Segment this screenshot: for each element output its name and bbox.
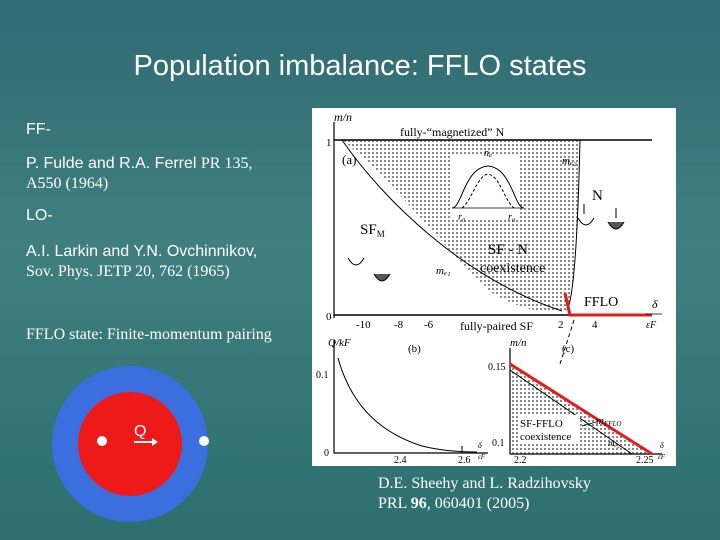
ff-journal-1: PR 135,	[200, 155, 253, 172]
lo-authors: A.I. Larkin and Y.N. Ovchinnikov,	[26, 243, 258, 260]
coexistence-label-1: SF - N	[488, 242, 528, 258]
coexistence-label-2: coexistence	[480, 261, 545, 276]
mfflo-label: mFFLO	[596, 415, 621, 428]
panel-a-xtick-1: -10	[356, 319, 371, 331]
panel-b-label: (b)	[408, 343, 421, 355]
citation: D.E. Sheehy and L. Radzihovsky PRL 96, 0…	[378, 474, 591, 514]
panel-c-xtick-2: 2.25	[636, 455, 654, 466]
panel-a-label: (a)	[342, 152, 356, 167]
citation-volume: 96	[410, 495, 427, 512]
panel-c-label: (c)	[562, 343, 575, 355]
band-sketch-n-2	[607, 221, 625, 230]
fflo-label: FFLO	[584, 295, 618, 310]
fermi-surface-diagram: Q	[52, 366, 209, 522]
mc2-label-c: mₑ₂	[608, 438, 620, 448]
inset-r0-right: r₀	[508, 212, 516, 223]
phase-diagram-figure: m/n 1 0 (a) fully-“magnetized” N mₑ₂ mₑ₁…	[312, 108, 676, 466]
band-sketch-n-1	[577, 217, 595, 226]
fflo-definition: FFLO state: Finite-momentum pairing	[26, 326, 272, 343]
panel-c-xlabel-den: εF	[658, 453, 666, 461]
mfflo-line	[509, 362, 653, 456]
panel-a: m/n 1 0 (a) fully-“magnetized” N mₑ₂ mₑ₁…	[326, 110, 662, 365]
band-sketch-sf-1	[347, 257, 365, 266]
panel-a-xtick-4: 2	[558, 319, 564, 331]
panel-c-xtick-1: 2.2	[514, 455, 527, 466]
mc1-label: mₑ₁	[436, 265, 451, 277]
coexistence-label-c: coexistence	[520, 431, 571, 443]
mc2-line-c	[509, 369, 633, 455]
lo-label: LO-	[26, 207, 53, 224]
coexistence-region	[342, 140, 580, 313]
mc1-curve	[341, 139, 563, 312]
panel-b-xtick-1: 2.4	[394, 455, 407, 466]
q-curve	[337, 357, 478, 453]
panel-c-ytick-2: 0.1	[492, 438, 505, 449]
panel-a-xtick-3: -6	[424, 319, 434, 331]
pair-point-right	[199, 436, 209, 446]
mc2-curve	[566, 139, 581, 311]
inset-top-label: nₐ	[484, 148, 492, 159]
zoom-pointer-line	[559, 319, 575, 365]
panel-a-xlabel: δ	[652, 297, 658, 311]
panel-a-ytick-0: 0	[326, 311, 332, 323]
panel-b-xtick-2: 2.6	[458, 455, 471, 466]
ff-label: FF-	[26, 121, 51, 138]
fflo-line	[563, 292, 652, 317]
inset-density-box	[450, 154, 520, 220]
bottom-region-label: fully-paired SF	[460, 319, 533, 333]
band-sketch-sf-2	[373, 273, 391, 282]
minority-fermi-sphere	[78, 392, 182, 496]
panel-a-xlabel-den: εF	[646, 320, 657, 331]
top-region-label: fully-“magnetized” N	[400, 125, 505, 139]
panel-a-xtick-5: 4	[592, 319, 598, 331]
inset-r0-left: r₀	[458, 212, 466, 223]
citation-journal-pre: PRL	[378, 495, 411, 512]
sf-fflo-label: SF-FFLO	[520, 418, 563, 430]
panel-c-ytick-1: 0.15	[488, 362, 506, 373]
lo-reference: A.I. Larkin and Y.N. Ovchinnikov, Sov. P…	[26, 242, 257, 282]
citation-journal-post: , 060401 (2005)	[426, 495, 530, 512]
panel-c-xlabel: δ	[660, 441, 664, 450]
lo-journal: Sov. Phys. JETP 20, 762 (1965)	[26, 263, 230, 280]
panel-c: m/n (c) 0.15 0.1 SF-FFLO coexistence mFF…	[488, 337, 666, 466]
q-arrow-head-icon	[152, 438, 158, 446]
slide-title: Population imbalance: FFLO states	[133, 50, 587, 82]
mc2-label: mₑ₂	[562, 155, 577, 167]
q-label: Q	[134, 423, 146, 440]
pair-point-left	[97, 436, 107, 446]
panel-b: Q/kF (b) 0.1 0 2.4 2.6 δ εF	[316, 337, 488, 466]
panel-c-ylabel: m/n	[510, 337, 527, 349]
n-phase-label: N	[592, 188, 603, 204]
sfm-label: SFM	[360, 222, 385, 239]
panel-a-ytick-1: 1	[326, 137, 332, 149]
panel-b-xlabel: δ	[478, 441, 482, 450]
panel-a-ylabel: m/n	[334, 110, 352, 124]
ff-journal-2: A550 (1964)	[26, 175, 109, 192]
ff-reference: P. Fulde and R.A. Ferrel PR 135, A550 (1…	[26, 154, 252, 194]
mfflo-pointer	[581, 421, 597, 427]
inset-majority-curve	[451, 165, 525, 209]
inset-minority-curve	[461, 173, 515, 209]
panel-b-ylabel: Q/kF	[328, 337, 351, 349]
ff-authors: P. Fulde and R.A. Ferrel	[26, 155, 197, 172]
panel-b-ytick-1: 0.1	[316, 370, 329, 381]
panel-b-ytick-0: 0	[324, 448, 329, 459]
panel-a-xtick-2: -8	[394, 319, 404, 331]
citation-authors: D.E. Sheehy and L. Radzihovsky	[378, 475, 591, 492]
region-label-bg	[518, 415, 580, 443]
panel-b-xlabel-den: εF	[478, 453, 486, 461]
